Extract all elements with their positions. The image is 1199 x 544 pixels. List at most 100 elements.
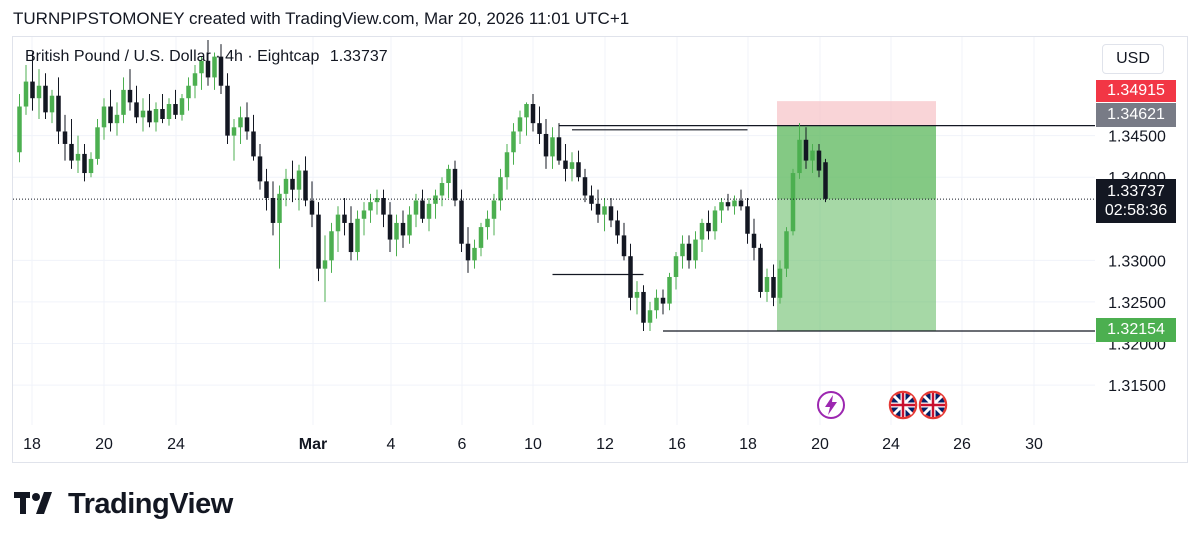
- y-tick-label: 1.34500: [1108, 129, 1166, 146]
- candle-body: [530, 104, 536, 124]
- candle-body: [485, 218, 490, 228]
- candle-body: [660, 297, 666, 304]
- candle-body: [75, 153, 81, 161]
- candle-body: [732, 200, 737, 207]
- candle-body: [784, 231, 789, 269]
- candle-body: [491, 200, 497, 219]
- candle-body: [537, 123, 542, 134]
- candle-body: [524, 104, 529, 118]
- candle-body: [569, 162, 575, 169]
- candle-body: [329, 231, 334, 261]
- candle-body: [277, 193, 282, 223]
- candle-body: [361, 210, 367, 219]
- candle-body: [654, 297, 659, 311]
- candle-body: [517, 117, 523, 132]
- candle-body: [712, 210, 718, 232]
- candle-body: [225, 85, 230, 136]
- candle-body: [426, 203, 432, 219]
- candle-body: [205, 60, 211, 78]
- tradingview-brand[interactable]: TradingView: [14, 487, 233, 521]
- candle-body: [101, 106, 107, 128]
- candle-body: [316, 214, 321, 269]
- symbol-last-price: 1.33737: [329, 48, 388, 65]
- candle-body: [563, 160, 568, 169]
- x-tick-label: 20: [811, 436, 829, 453]
- candle-body: [36, 85, 42, 99]
- candle-body: [459, 200, 464, 244]
- candle-body: [355, 218, 360, 253]
- candle-body: [30, 81, 35, 99]
- candle-body: [88, 158, 94, 174]
- x-tick-label: 26: [953, 436, 971, 453]
- candle-body: [478, 227, 484, 248]
- candle-body: [465, 243, 471, 261]
- x-tick-label: 6: [458, 436, 467, 453]
- candle-body: [368, 202, 373, 211]
- candle-body: [394, 222, 399, 240]
- candle-body: [771, 276, 776, 298]
- lightning-glyph: [825, 395, 837, 415]
- candle-body: [576, 162, 581, 178]
- chart-frame[interactable]: [12, 36, 1188, 463]
- candle-body: [82, 153, 87, 174]
- candle-body: [407, 214, 412, 236]
- target-price-value: 1.32154: [1107, 321, 1165, 338]
- candle-body: [264, 181, 269, 198]
- candle-body: [179, 98, 185, 115]
- candle-body: [134, 102, 139, 118]
- y-tick-label: 1.32500: [1108, 295, 1166, 312]
- entry-price-tag: 1.34621: [1096, 103, 1176, 127]
- candle-body: [420, 200, 425, 219]
- last-price-tag: 1.33737 02:58:36: [1096, 179, 1176, 223]
- candle-body: [43, 85, 48, 113]
- tradingview-logo-icon: [14, 492, 52, 514]
- entry-price-value: 1.34621: [1107, 106, 1165, 123]
- candle-body: [140, 110, 146, 118]
- x-tick-label: 18: [739, 436, 757, 453]
- candle-body: [777, 268, 783, 298]
- symbol-name: British Pound / U.S. Dollar · 4h · Eight…: [25, 48, 320, 65]
- candle-body: [628, 256, 633, 298]
- candle-body: [17, 106, 22, 153]
- candle-body: [153, 109, 159, 123]
- candle-body: [251, 131, 256, 157]
- candle-body: [62, 131, 68, 144]
- candle-body: [127, 89, 133, 103]
- x-tick-label: 30: [1025, 436, 1043, 453]
- bar-countdown: 02:58:36: [1104, 202, 1168, 219]
- candle-body: [543, 133, 549, 157]
- candle-body: [641, 291, 646, 323]
- x-tick-label: 24: [167, 436, 185, 453]
- candle-body: [69, 143, 74, 161]
- x-tick-label: 20: [95, 436, 113, 453]
- candle-body: [738, 200, 744, 207]
- candle-body: [634, 291, 640, 298]
- candle-body: [238, 117, 243, 128]
- chart-header: TURNPIPSTOMONEY created with TradingView…: [13, 9, 630, 28]
- candle-body: [121, 89, 126, 115]
- stop-price-value: 1.34915: [1107, 82, 1165, 99]
- symbol-legend[interactable]: British Pound / U.S. Dollar · 4h · Eight…: [25, 48, 388, 66]
- take-profit-zone: [777, 125, 936, 331]
- candle-body: [686, 243, 692, 261]
- candle-body: [303, 170, 308, 201]
- candle-body: [114, 114, 120, 124]
- candle-body: [296, 170, 302, 190]
- candle-body: [433, 195, 438, 204]
- candle-body: [556, 137, 562, 161]
- candle-body: [550, 137, 555, 157]
- candle-body: [719, 202, 724, 211]
- candle-body: [472, 247, 477, 261]
- candle-body: [290, 178, 295, 190]
- candle-body: [218, 56, 224, 86]
- candle-body: [199, 60, 204, 74]
- currency-button[interactable]: USD: [1102, 44, 1164, 74]
- candle-body: [797, 139, 802, 174]
- candle-body: [621, 235, 627, 257]
- candle-body: [348, 222, 354, 253]
- candle-body: [446, 168, 451, 184]
- candle-body: [173, 104, 178, 115]
- candle-body: [667, 276, 672, 304]
- candle-body: [823, 162, 828, 199]
